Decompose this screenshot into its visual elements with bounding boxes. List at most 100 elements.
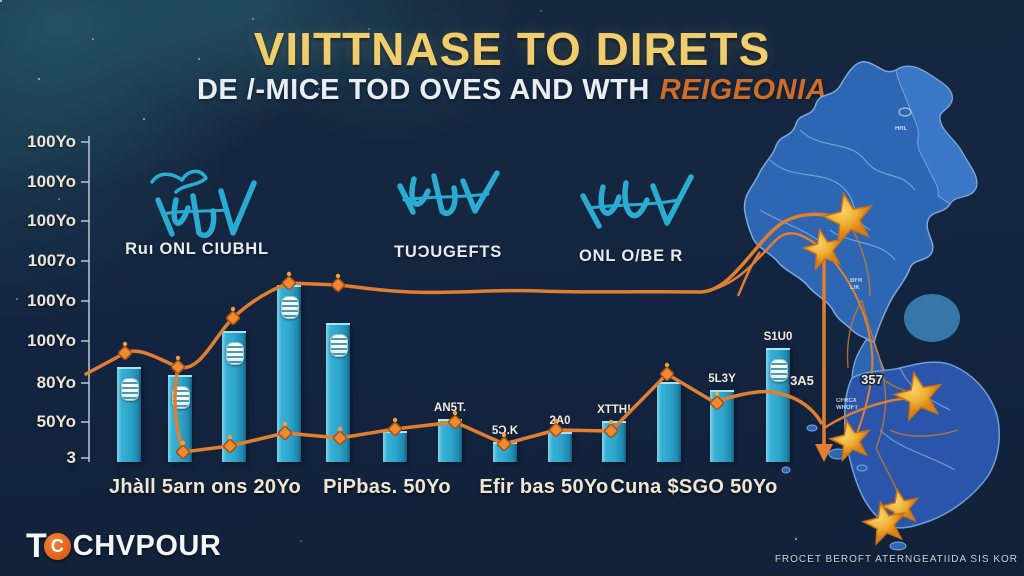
bar-value-label: XTTH!: [597, 404, 631, 416]
y-axis-line: [88, 136, 90, 462]
map-micro-label: BFR: [850, 278, 863, 284]
logo-c-badge-icon: C: [43, 533, 71, 560]
x-axis-group-label: Efir bas 50Yo: [479, 476, 609, 498]
y-axis-tick-label: 1007o: [27, 251, 76, 270]
y-axis-tick-label: 100Yo: [27, 172, 76, 191]
y-axis-tick-mark: [81, 457, 89, 459]
knot-marker: [388, 422, 402, 436]
fine-print: FROCET BEROFT ATERNGEATIIDA SIS KOR: [774, 554, 1018, 565]
map-stars: [800, 191, 943, 547]
map-micro-label: WROFT: [836, 405, 858, 411]
y-axis-tick-mark: [81, 300, 89, 302]
seal-icon: [172, 386, 190, 409]
line-knot-markers: [118, 271, 724, 459]
glyph-caption-1: Ruı ONL CIUBHL: [125, 240, 269, 258]
knot-marker: [331, 278, 345, 292]
logo-letter-t: T: [26, 527, 47, 565]
y-axis-tick-mark: [81, 340, 89, 342]
glyph-caption-2: TUƆUGEFTS: [393, 243, 503, 261]
bar-value-label: 5Ɔ.K: [491, 425, 519, 437]
knot-flame-dot: [553, 418, 559, 424]
knot-flame-dot: [452, 410, 458, 416]
knot-flame-dot: [180, 440, 186, 446]
gold-star-icon: [861, 500, 906, 547]
bar: [657, 382, 681, 462]
gold-star-icon: [891, 370, 943, 422]
gold-star-icon: [827, 418, 872, 463]
subtitle-plain: DE /-MICE TOD OVES AND WTH: [196, 74, 650, 106]
bar-value-label: S1U0: [763, 331, 793, 343]
seal-icon: [121, 378, 139, 401]
knot-flame-dot: [501, 432, 507, 438]
seal-icon: [770, 359, 788, 382]
knot-flame-dot: [392, 417, 398, 423]
y-axis-tick-label: 80Yo: [36, 373, 76, 392]
map-micro-label: CFRCX: [836, 398, 857, 404]
y-axis-tick-label: 3: [66, 448, 76, 467]
knot-marker: [176, 445, 190, 459]
bar: [222, 331, 246, 462]
brand-logo: T C CHVPOUR: [26, 527, 221, 566]
knot-marker: [333, 431, 347, 445]
knot-flame-dot: [122, 341, 128, 347]
knot-flame-dot: [286, 271, 292, 277]
knot-marker: [448, 415, 462, 429]
seal-icon: [281, 296, 299, 319]
knot-marker: [278, 426, 292, 440]
knot-marker: [282, 276, 296, 290]
knot-flame-dot: [335, 273, 341, 279]
page-subtitle: DE /-MICE TOD OVES AND WTH REIGEONIA: [0, 74, 1024, 107]
y-axis-tick-label: 100Yo: [27, 291, 76, 310]
knot-flame-dot: [337, 426, 343, 432]
knot-marker: [549, 423, 563, 437]
map-value-label: 357: [861, 372, 883, 387]
knot-flame-dot: [175, 355, 181, 361]
bar: [117, 367, 141, 462]
knot-marker: [223, 439, 237, 453]
y-axis-tick-mark: [81, 421, 89, 423]
y-axis-tick-label: 50Yo: [36, 412, 76, 431]
down-arrow-head: [815, 444, 833, 462]
subtitle-accent: REIGEONIA: [659, 74, 828, 106]
knot-flame-dot: [664, 362, 670, 368]
bar-value-label: 5L3Y: [708, 373, 736, 385]
y-axis-tick-mark: [81, 260, 89, 262]
knot-marker: [604, 424, 618, 438]
y-axis-tick-mark: [81, 220, 89, 222]
knot-marker: [118, 346, 132, 360]
x-axis-group-label: Cuna $SGO 50Yo: [610, 476, 778, 498]
gold-star-icon: [821, 191, 874, 245]
page-title: VIITTNASE TO DIRETS: [253, 23, 771, 75]
knot-flame-dot: [282, 421, 288, 427]
knot-marker: [171, 360, 185, 374]
x-axis-group-label: Jhàll 5arn ons 20Yo: [108, 476, 302, 498]
knot-marker: [226, 311, 240, 325]
y-axis-tick-mark: [81, 382, 89, 384]
bar: [602, 421, 626, 462]
seal-icon: [226, 342, 244, 365]
logo-wordmark: CHVPOUR: [72, 530, 222, 562]
knot-flame-dot: [230, 306, 236, 312]
map-value-label: 3A5: [790, 373, 814, 388]
bar-value-label: AN5T.: [434, 402, 466, 414]
knot-marker: [710, 396, 724, 410]
bar: [766, 348, 790, 462]
x-axis-group-label: PiPbas. 50Yo: [323, 476, 451, 498]
map-micro-label: LIK: [850, 285, 860, 291]
knot-marker: [497, 437, 511, 451]
y-axis-tick-label: 100Yo: [27, 331, 76, 350]
knot-flame-dot: [227, 434, 233, 440]
y-axis-tick-label: 100Yo: [27, 211, 76, 230]
seal-icon: [330, 334, 348, 357]
map-micro-label: HRL: [895, 126, 908, 132]
knot-marker: [660, 367, 674, 381]
background-star-dots: [0, 0, 2, 2]
y-axis-tick-label: 100Yo: [27, 132, 76, 151]
y-axis-tick-mark: [81, 141, 89, 143]
knot-flame-dot: [608, 419, 614, 425]
y-axis-tick-mark: [81, 181, 89, 183]
